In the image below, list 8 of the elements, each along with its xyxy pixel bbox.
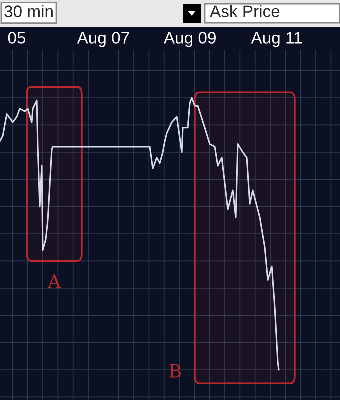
x-tick-label: 05 xyxy=(8,32,26,44)
band-label: A xyxy=(48,274,62,288)
text: Ask Price xyxy=(210,5,280,18)
x-tick-label: Aug 07 xyxy=(77,32,130,48)
x-tick-label: Aug 11 xyxy=(251,32,302,48)
x-tick-label: Aug 09 xyxy=(164,32,216,48)
text: 30 min xyxy=(4,5,53,18)
band-label: B xyxy=(170,364,182,378)
